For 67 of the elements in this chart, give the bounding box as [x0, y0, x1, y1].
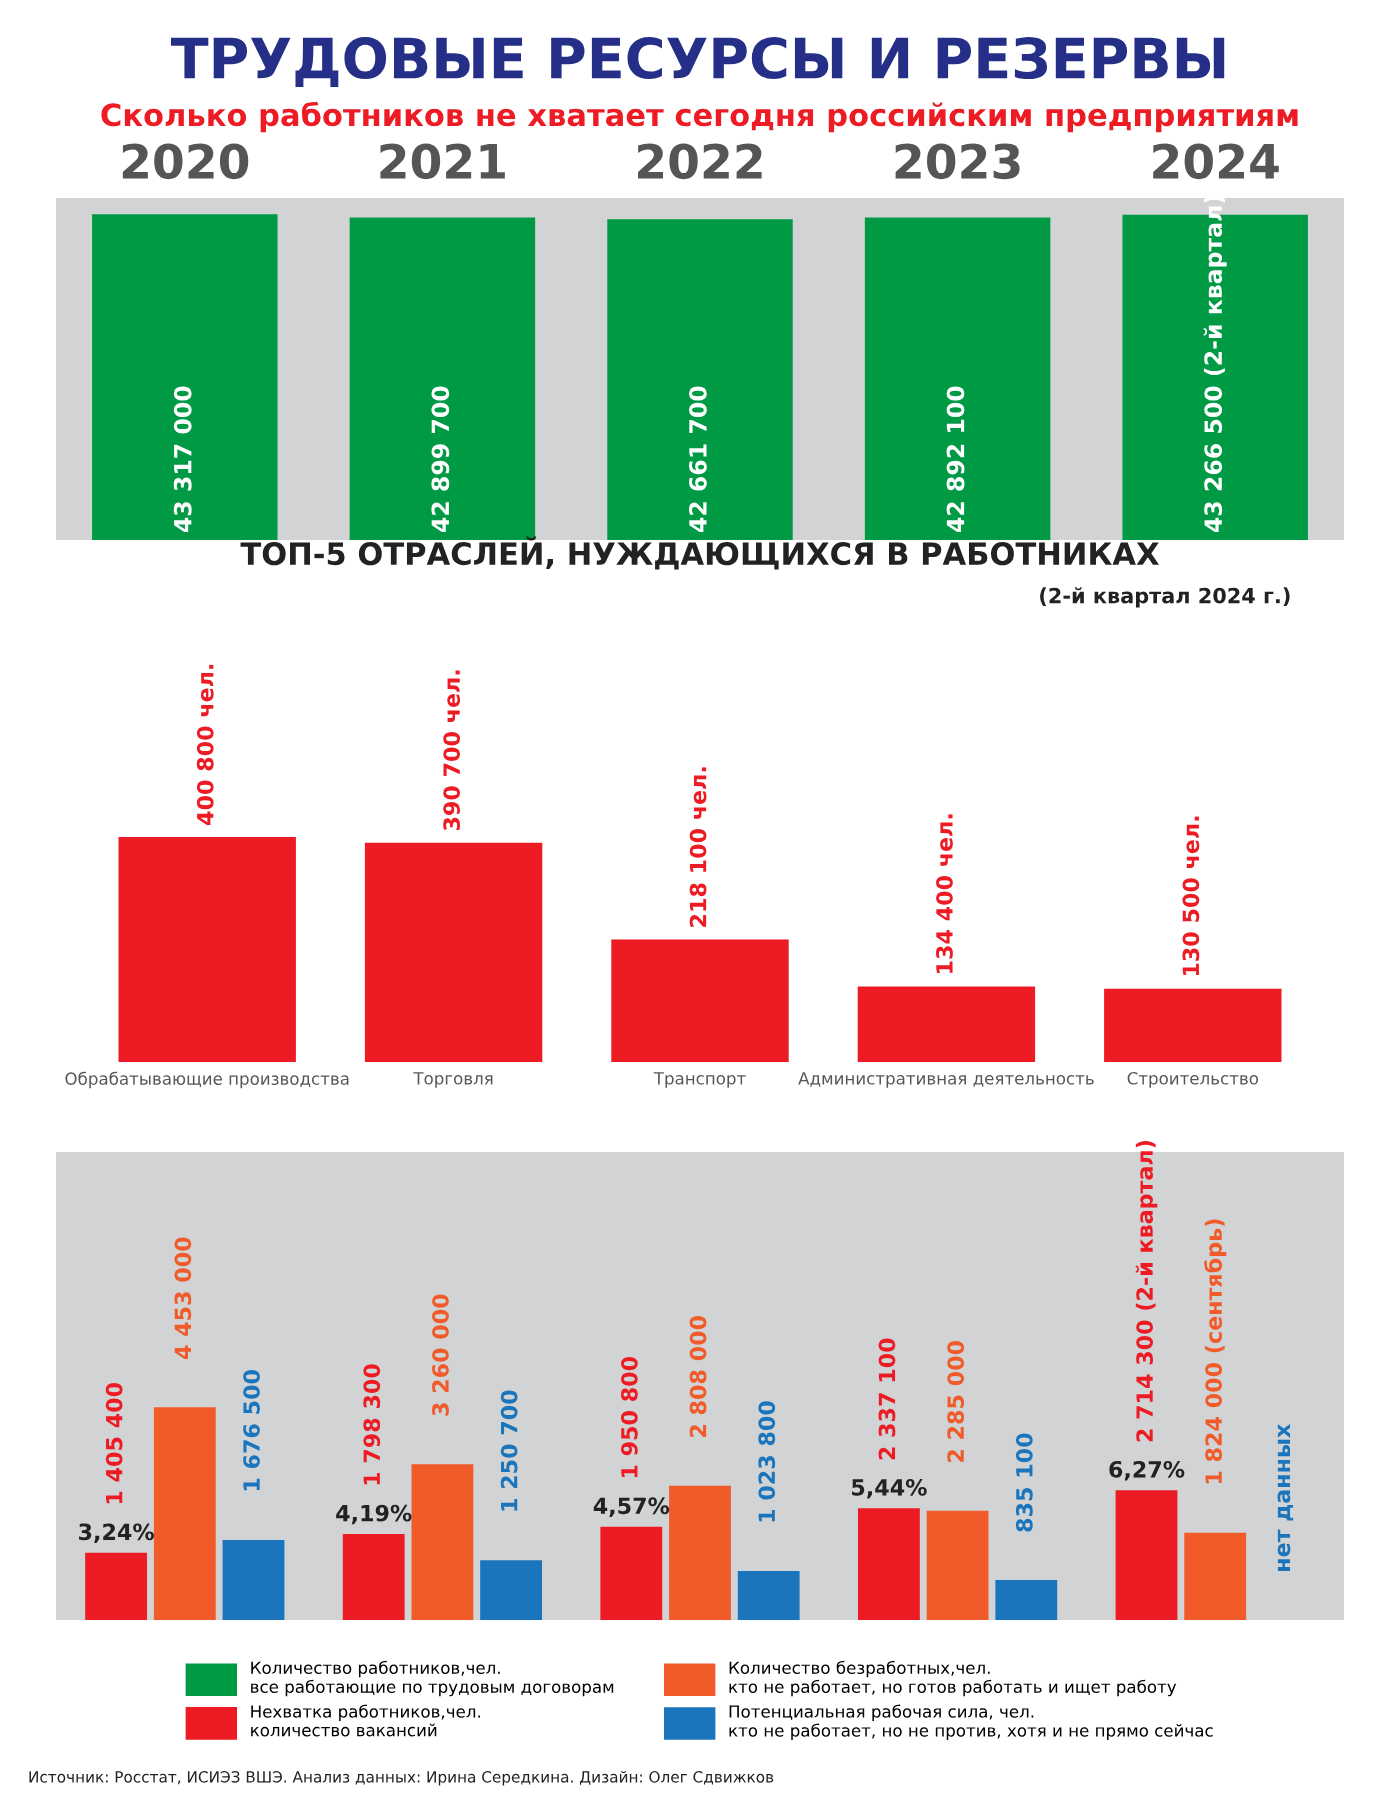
bar	[1104, 988, 1282, 1062]
bar	[364, 842, 543, 1062]
data-label: 130 500 чел.	[1182, 816, 1200, 976]
bar	[222, 1539, 285, 1620]
data-label: 1 676 500	[243, 1370, 260, 1491]
bar	[153, 1407, 216, 1620]
bar	[737, 1571, 800, 1620]
x-tick-label: Торговля	[413, 1072, 493, 1088]
chart-title: ТОП-5 ОТРАСЛЕЙ, НУЖДАЮЩИХСЯ В РАБОТНИКАХ	[240, 536, 1159, 570]
x-tick-label: 2023	[895, 143, 1020, 180]
x-tick-label: 2024	[1153, 143, 1279, 180]
bar	[342, 1534, 405, 1620]
data-label: 2 714 300 (2-й квартал)	[1135, 1141, 1158, 1442]
data-label: 1 405 400	[105, 1382, 123, 1504]
bar	[118, 837, 296, 1062]
data-label: 218 100 чел.	[689, 767, 707, 927]
data-label: 400 800 чел.	[196, 664, 214, 825]
x-tick-label: Строительство	[1127, 1072, 1259, 1088]
chart-title: ТРУДОВЫЕ РЕСУРСЫ И РЕЗЕРВЫ	[170, 37, 1225, 88]
bar	[611, 939, 789, 1062]
text: Источник: Росстат, ИСИЭЗ ВШЭ. Анализ данных: Ирина Середкина. Дизайн: Олег Сдвижков	[29, 1770, 774, 1786]
data-label: 1 950 800	[620, 1356, 638, 1478]
data-label: 390 700 чел.	[443, 670, 461, 831]
data-label: 1 798 300	[363, 1364, 381, 1485]
bar	[85, 1552, 148, 1620]
data-label: 1 824 000 (сентябрь)	[1204, 1219, 1227, 1484]
data-label: 3 260 000	[432, 1294, 449, 1416]
bar	[857, 986, 1036, 1062]
x-tick-label: 2022	[638, 143, 762, 180]
chart-subtitle: (2-й квартал 2024 г.)	[1040, 587, 1290, 608]
data-label: 1 023 800	[758, 1401, 776, 1522]
annotation: 3,24%	[79, 1523, 154, 1544]
data-label: 4 453 000	[174, 1237, 192, 1360]
legend-label: Потенциальная рабочая сила, чел. кто не работает, но не против, хотя и не прямо сейчас	[729, 1704, 1213, 1740]
data-label: 42 892 100	[946, 386, 965, 533]
bar	[1115, 1490, 1178, 1620]
bar	[411, 1464, 474, 1620]
x-tick-label: Обрабатывающие производства	[65, 1071, 349, 1089]
x-tick-label: Административная деятельность	[798, 1072, 1094, 1088]
data-label: 835 100	[1015, 1433, 1033, 1532]
bar	[926, 1510, 989, 1620]
data-label: 1 250 700	[500, 1390, 518, 1511]
text: нет данных	[1277, 1423, 1294, 1571]
data-label: 2 285 000	[947, 1340, 965, 1462]
data-label: 2 808 000	[689, 1315, 707, 1437]
data-label: 134 400 чел.	[936, 814, 953, 973]
x-tick-label: 2021	[380, 143, 505, 180]
bar	[1184, 1532, 1247, 1620]
x-tick-label: 2020	[122, 143, 249, 180]
annotation: 4,57%	[593, 1497, 670, 1518]
bar	[600, 1526, 663, 1620]
bar	[995, 1580, 1058, 1620]
x-tick-label: Транспорт	[653, 1072, 746, 1088]
bar	[669, 1485, 731, 1620]
legend-label: Количество безработных,чел. кто не работает, но готов работать и ищет работу	[729, 1660, 1177, 1697]
bar	[480, 1560, 543, 1620]
annotation: 6,27%	[1109, 1460, 1185, 1481]
chart-subtitle: Сколько работников не хватает сегодня российским предприятиям	[101, 101, 1298, 133]
bar	[857, 1508, 920, 1620]
data-label: 42 899 700	[431, 386, 450, 533]
data-label: 42 661 700	[688, 386, 707, 533]
legend-label: Нехватка работников,чел. количество вакансий	[251, 1704, 480, 1737]
annotation: 4,19%	[336, 1504, 412, 1525]
data-label: 2 337 100	[878, 1338, 896, 1460]
legend-label: Количество работников,чел. все работающие по трудовым договорам	[251, 1660, 614, 1697]
annotation: 5,44%	[852, 1478, 927, 1499]
data-label: 43 317 000	[173, 386, 192, 533]
